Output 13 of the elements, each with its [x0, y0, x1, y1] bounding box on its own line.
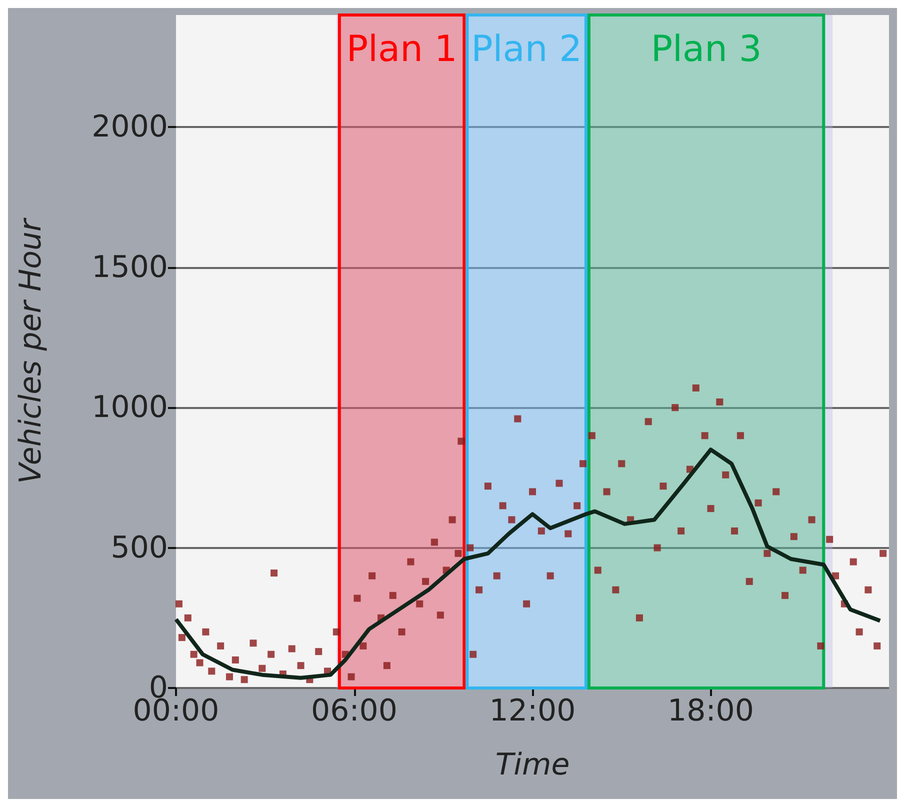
x-tick-label: 18:00	[668, 694, 754, 728]
band-label: Plan 1	[346, 29, 458, 70]
y-tick-label: 2000	[92, 110, 168, 145]
band-label: Plan 3	[650, 29, 762, 70]
band-label: Plan 2	[471, 29, 582, 70]
y-tick-label: 1500	[92, 250, 168, 285]
x-tick-label: 06:00	[311, 694, 398, 728]
y-tick-label: 500	[110, 530, 168, 566]
x-tick-label: 12:00	[489, 694, 576, 728]
y-axis-title: Vehicles per Hour	[14, 218, 48, 484]
x-axis-title: Time	[495, 748, 570, 782]
y-tick-label: 1000	[92, 390, 168, 426]
line-series	[174, 448, 882, 680]
